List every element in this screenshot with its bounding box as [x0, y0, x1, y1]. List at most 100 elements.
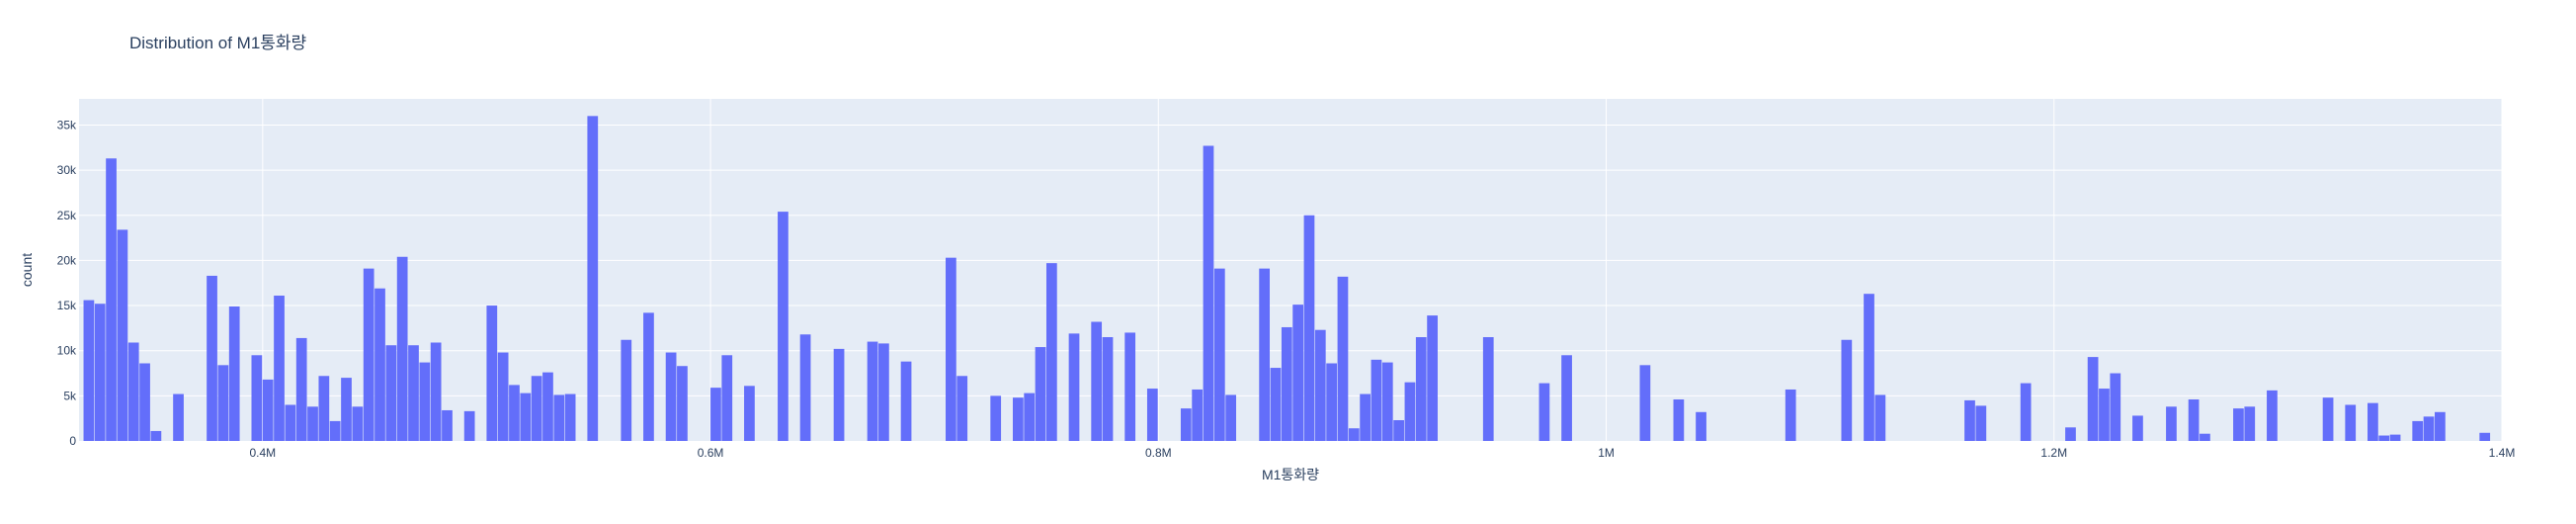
- histogram-bar[interactable]: [2435, 411, 2446, 441]
- histogram-bar[interactable]: [1091, 321, 1103, 441]
- histogram-bar[interactable]: [251, 355, 263, 441]
- histogram-bar[interactable]: [1371, 359, 1382, 441]
- histogram-bar[interactable]: [2267, 390, 2278, 441]
- histogram-bar[interactable]: [363, 268, 374, 441]
- histogram-bar[interactable]: [318, 376, 330, 441]
- histogram-bar[interactable]: [1192, 389, 1204, 441]
- histogram-bar[interactable]: [173, 393, 184, 441]
- histogram-bar[interactable]: [207, 275, 217, 441]
- histogram-bar[interactable]: [127, 342, 139, 441]
- histogram-bar[interactable]: [1045, 263, 1057, 441]
- histogram-bar[interactable]: [1673, 399, 1685, 441]
- histogram-bar[interactable]: [833, 348, 845, 441]
- histogram-bar[interactable]: [262, 379, 274, 441]
- histogram-bar[interactable]: [677, 366, 688, 441]
- histogram-bar[interactable]: [2368, 402, 2378, 441]
- histogram-bar[interactable]: [2423, 416, 2435, 441]
- histogram-bar[interactable]: [396, 256, 408, 441]
- histogram-bar[interactable]: [2479, 432, 2491, 441]
- histogram-bar[interactable]: [274, 296, 285, 441]
- histogram-bar[interactable]: [117, 229, 128, 441]
- histogram-bar[interactable]: [1068, 333, 1080, 441]
- histogram-bar[interactable]: [295, 337, 307, 441]
- histogram-bar[interactable]: [867, 341, 878, 441]
- histogram-bar[interactable]: [329, 420, 341, 441]
- histogram-bar[interactable]: [1415, 337, 1427, 441]
- histogram-bar[interactable]: [2132, 415, 2143, 441]
- histogram-bar[interactable]: [1348, 428, 1360, 441]
- histogram-bar[interactable]: [553, 394, 565, 441]
- histogram-bar[interactable]: [2378, 435, 2390, 441]
- histogram-bar[interactable]: [564, 393, 576, 441]
- histogram-bar[interactable]: [665, 352, 677, 441]
- histogram-bar[interactable]: [1639, 365, 1651, 441]
- histogram-bar[interactable]: [1404, 382, 1416, 441]
- histogram-bar[interactable]: [1225, 394, 1237, 441]
- histogram-bar[interactable]: [1259, 268, 1271, 441]
- histogram-bar[interactable]: [946, 257, 956, 441]
- histogram-bar[interactable]: [1864, 294, 1874, 441]
- histogram-bar[interactable]: [352, 406, 364, 441]
- histogram-bar[interactable]: [1427, 315, 1438, 441]
- histogram-bar[interactable]: [531, 376, 542, 441]
- histogram-bar[interactable]: [442, 409, 453, 441]
- histogram-bar[interactable]: [341, 378, 352, 441]
- histogram-bar[interactable]: [94, 304, 106, 441]
- histogram-bar[interactable]: [1035, 347, 1046, 441]
- histogram-bar[interactable]: [1213, 268, 1225, 441]
- histogram-bar[interactable]: [878, 343, 889, 441]
- histogram-bar[interactable]: [2065, 427, 2076, 441]
- histogram-bar[interactable]: [2389, 434, 2401, 441]
- histogram-bar[interactable]: [990, 395, 1002, 441]
- histogram-bar[interactable]: [285, 404, 296, 441]
- histogram-bar[interactable]: [1024, 393, 1036, 441]
- histogram-bar[interactable]: [1381, 362, 1393, 441]
- histogram-bar[interactable]: [1360, 393, 1371, 441]
- histogram-bar[interactable]: [217, 365, 229, 441]
- histogram-bar[interactable]: [2087, 357, 2099, 441]
- histogram-bar[interactable]: [2099, 389, 2110, 441]
- histogram-bar[interactable]: [520, 393, 532, 441]
- histogram-bar[interactable]: [2244, 406, 2256, 441]
- histogram-bar[interactable]: [1874, 394, 1886, 441]
- histogram-bar[interactable]: [2166, 406, 2177, 441]
- histogram-bar[interactable]: [509, 385, 520, 441]
- histogram-bar[interactable]: [1292, 305, 1303, 441]
- histogram-bar[interactable]: [2200, 433, 2210, 441]
- histogram-bar[interactable]: [799, 334, 811, 441]
- histogram-bar[interactable]: [721, 355, 733, 441]
- histogram-bar[interactable]: [1482, 337, 1494, 441]
- histogram-bar[interactable]: [1303, 215, 1315, 441]
- histogram-bar[interactable]: [2233, 408, 2244, 441]
- histogram-bar[interactable]: [1203, 145, 1214, 441]
- histogram-bar[interactable]: [1326, 363, 1337, 441]
- histogram-bar[interactable]: [374, 288, 385, 441]
- histogram-bar[interactable]: [430, 342, 442, 441]
- histogram-bar[interactable]: [486, 306, 498, 441]
- histogram-bar[interactable]: [463, 410, 475, 441]
- histogram-bar[interactable]: [1146, 389, 1158, 441]
- histogram-bar[interactable]: [139, 363, 150, 441]
- histogram-bar[interactable]: [497, 352, 509, 441]
- histogram-bar[interactable]: [1393, 420, 1404, 441]
- histogram-bar[interactable]: [542, 372, 553, 441]
- histogram-bar[interactable]: [83, 300, 95, 441]
- histogram-bar[interactable]: [419, 362, 431, 441]
- histogram-bar[interactable]: [385, 345, 397, 441]
- histogram-bar[interactable]: [106, 158, 117, 441]
- histogram-bar[interactable]: [710, 388, 721, 441]
- histogram-bar[interactable]: [2345, 404, 2357, 441]
- histogram-bar[interactable]: [1975, 405, 1987, 441]
- histogram-bar[interactable]: [744, 386, 755, 441]
- histogram-bar[interactable]: [1270, 368, 1282, 441]
- histogram-bar[interactable]: [228, 306, 240, 441]
- histogram-bar[interactable]: [621, 339, 632, 441]
- histogram-bar[interactable]: [1538, 383, 1550, 441]
- histogram-bar[interactable]: [956, 376, 968, 441]
- histogram-bar[interactable]: [2412, 420, 2424, 441]
- histogram-bar[interactable]: [1561, 355, 1572, 441]
- histogram-bar[interactable]: [2188, 399, 2200, 441]
- histogram-bar[interactable]: [408, 345, 419, 441]
- histogram-bar[interactable]: [1964, 399, 1975, 441]
- histogram-bar[interactable]: [900, 361, 912, 441]
